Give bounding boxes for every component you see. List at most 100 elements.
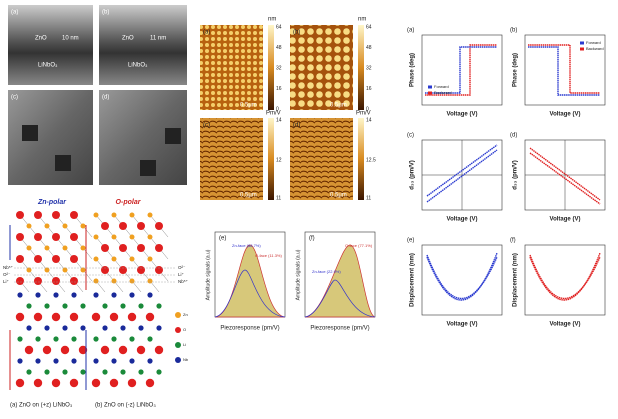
atom <box>129 292 135 298</box>
y-axis-label: d₃₃ (pm/V) <box>410 160 416 190</box>
atom <box>16 255 24 263</box>
label: Pm/V <box>356 111 371 117</box>
atom <box>129 234 135 240</box>
x-axis-label: Voltage (V) <box>550 322 581 328</box>
label: O-face (77.1%) <box>345 243 373 248</box>
label: O-face (11.3%) <box>255 253 282 258</box>
atom <box>120 303 126 309</box>
label: nm <box>358 17 366 23</box>
atom <box>52 277 60 285</box>
colorbar-tick: 48 <box>276 45 282 51</box>
atom <box>137 244 145 252</box>
panel-label: (f) <box>510 238 516 244</box>
atom <box>15 312 25 322</box>
atom <box>53 292 59 298</box>
legend-swatch <box>428 85 432 89</box>
legend-label: Backward <box>586 46 604 51</box>
layer-label: Li⁺ <box>3 279 10 284</box>
label: (b) <box>293 30 300 36</box>
atom <box>93 234 99 240</box>
atom <box>53 358 59 364</box>
atom <box>70 233 78 241</box>
atom <box>69 378 79 388</box>
atom <box>26 303 32 309</box>
atom <box>78 345 88 355</box>
atom <box>44 267 50 273</box>
atom <box>129 256 135 262</box>
shape <box>290 25 353 110</box>
atom <box>80 369 86 375</box>
atom <box>16 233 24 241</box>
atom <box>34 211 42 219</box>
atom <box>70 255 78 263</box>
label: 0.5μm <box>330 193 347 199</box>
colorbar-tick: 0 <box>366 106 369 112</box>
loop-curve <box>528 44 600 94</box>
legend-atom <box>175 342 181 348</box>
label: nm <box>268 17 276 23</box>
colorbar-tick: 16 <box>276 86 282 92</box>
colorbar-tick: 32 <box>366 65 372 71</box>
layer-label: O²⁻ <box>178 265 186 270</box>
shape <box>268 25 274 110</box>
x-axis-label: Voltage (V) <box>550 217 581 223</box>
x-axis-label: Voltage (V) <box>447 112 478 118</box>
atom <box>93 292 99 298</box>
loop-curve <box>426 254 498 300</box>
plot-frame <box>421 244 503 316</box>
label: Piezoresponse (pm/V) <box>220 326 279 332</box>
atom <box>62 303 68 309</box>
layer-label: Nb⁵⁺ <box>3 265 14 270</box>
atom <box>16 277 24 285</box>
label: Zn-polar <box>37 199 67 206</box>
atom <box>147 336 153 342</box>
histograms: (e) (f) Zn-face (88.7%) O-face (11.3%) Zn… <box>205 231 376 332</box>
label: ZnO <box>35 36 47 42</box>
y-axis-label: Displacement (nm) <box>513 253 519 307</box>
atom <box>70 277 78 285</box>
atom <box>118 345 128 355</box>
legend-swatch <box>428 91 432 95</box>
atom <box>119 266 127 274</box>
label: (f) <box>309 236 315 242</box>
atom <box>119 222 127 230</box>
atom <box>101 244 109 252</box>
atom <box>69 312 79 322</box>
atom <box>17 336 23 342</box>
atom <box>145 312 155 322</box>
loop-curve <box>529 152 601 205</box>
atom <box>129 358 135 364</box>
layer-label: Li⁺ <box>178 272 185 277</box>
label: Piezoresponse (pm/V) <box>310 326 369 332</box>
atom <box>51 312 61 322</box>
atom <box>102 369 108 375</box>
shape <box>304 244 376 318</box>
y-axis-label: d₃₃ (pm/V) <box>513 160 519 190</box>
label: (c) <box>11 95 18 101</box>
shape <box>290 118 353 200</box>
label: O-polar <box>116 199 142 206</box>
atom <box>44 303 50 309</box>
atom <box>35 358 41 364</box>
legend-label: Nb <box>183 357 189 362</box>
loop-curve <box>529 147 601 201</box>
label: Zn-face (88.7%) <box>232 243 261 248</box>
atom <box>120 325 126 331</box>
atom <box>17 358 23 364</box>
atom <box>145 378 155 388</box>
shape <box>99 5 187 85</box>
colorbar-tick: 0 <box>276 106 279 112</box>
panel-label: (c) <box>407 133 414 139</box>
atom <box>129 278 135 284</box>
label: ZnO <box>122 36 134 42</box>
atom <box>26 369 32 375</box>
atom <box>93 336 99 342</box>
layer-label: O²⁻ <box>3 272 11 277</box>
loop-curve <box>425 44 497 96</box>
y-axis-label: Phase (deg) <box>410 53 416 87</box>
shape <box>200 118 263 200</box>
atom <box>80 325 86 331</box>
shape <box>268 118 274 200</box>
atom <box>156 325 162 331</box>
